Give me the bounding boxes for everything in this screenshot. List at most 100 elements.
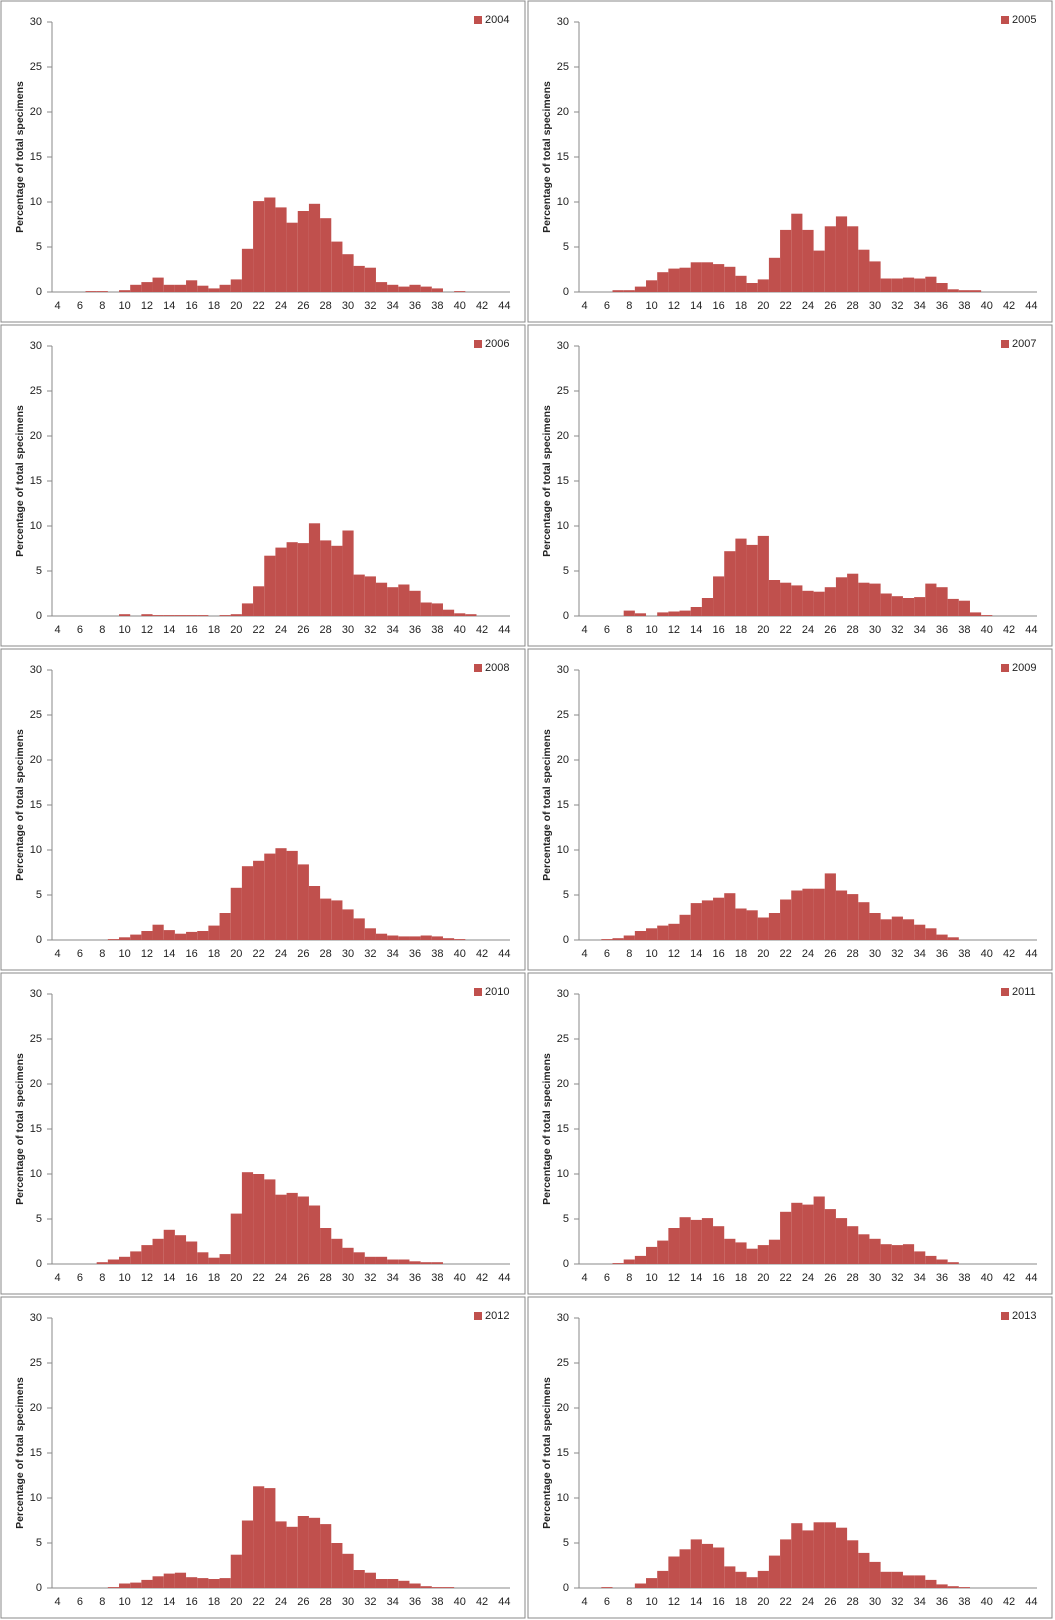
bar bbox=[969, 612, 982, 616]
bar bbox=[757, 535, 769, 616]
bar bbox=[657, 1570, 669, 1588]
x-tick-label: 38 bbox=[431, 1596, 443, 1608]
x-tick-label: 20 bbox=[230, 300, 242, 312]
x-tick-label: 26 bbox=[824, 1272, 836, 1284]
y-tick-label: 15 bbox=[557, 151, 569, 163]
bar bbox=[768, 580, 781, 616]
x-tick-label: 24 bbox=[802, 624, 814, 636]
y-tick-label: 5 bbox=[563, 565, 569, 577]
bar bbox=[623, 290, 635, 292]
bar bbox=[802, 229, 814, 292]
bar bbox=[947, 1262, 959, 1264]
bar bbox=[197, 931, 209, 940]
y-tick-label: 10 bbox=[557, 196, 569, 208]
bar bbox=[163, 284, 175, 292]
bar bbox=[197, 615, 209, 616]
x-tick-label: 28 bbox=[320, 948, 332, 960]
bar bbox=[141, 614, 153, 616]
bar bbox=[891, 596, 903, 616]
x-tick-label: 18 bbox=[208, 948, 220, 960]
bar bbox=[174, 1235, 187, 1264]
bar bbox=[353, 1570, 365, 1588]
legend-label: 2010 bbox=[485, 986, 509, 998]
x-tick-label: 8 bbox=[99, 1596, 105, 1608]
panel-border bbox=[0, 1296, 526, 1619]
bar bbox=[320, 218, 332, 292]
bar bbox=[342, 530, 354, 616]
y-tick-label: 10 bbox=[30, 1168, 42, 1180]
y-axis-label: Percentage of total specimens bbox=[541, 405, 553, 557]
x-tick-label: 22 bbox=[780, 1272, 792, 1284]
y-axis-label: Percentage of total specimens bbox=[541, 1053, 553, 1205]
bar bbox=[869, 261, 881, 292]
y-tick-label: 30 bbox=[557, 664, 569, 676]
x-tick-label: 8 bbox=[99, 300, 105, 312]
bar bbox=[936, 1584, 948, 1588]
bar bbox=[791, 585, 803, 616]
bar bbox=[186, 931, 198, 940]
x-tick-label: 42 bbox=[1003, 300, 1015, 312]
bar bbox=[679, 267, 691, 292]
bar bbox=[431, 288, 443, 292]
bar bbox=[835, 216, 848, 292]
bar bbox=[768, 1239, 781, 1264]
x-tick-label: 12 bbox=[668, 1272, 680, 1284]
bar bbox=[780, 229, 792, 292]
bar bbox=[253, 860, 265, 940]
bar bbox=[308, 523, 321, 616]
y-tick-label: 10 bbox=[30, 196, 42, 208]
bar bbox=[264, 197, 276, 292]
x-tick-label: 10 bbox=[645, 1596, 657, 1608]
x-tick-label: 40 bbox=[981, 948, 993, 960]
bar bbox=[958, 1587, 970, 1588]
bar bbox=[342, 1553, 354, 1588]
y-tick-label: 30 bbox=[557, 340, 569, 352]
bar bbox=[757, 1570, 769, 1588]
x-tick-label: 4 bbox=[582, 624, 588, 636]
x-tick-label: 16 bbox=[713, 624, 725, 636]
y-tick-label: 25 bbox=[30, 385, 42, 397]
bar bbox=[724, 893, 736, 940]
bar bbox=[364, 1572, 376, 1588]
x-tick-label: 44 bbox=[1025, 948, 1037, 960]
bar bbox=[947, 1586, 959, 1588]
x-tick-label: 32 bbox=[364, 624, 376, 636]
panel-border bbox=[527, 324, 1053, 647]
bar bbox=[802, 590, 814, 616]
bar bbox=[119, 290, 131, 292]
y-axis-label: Percentage of total specimens bbox=[14, 729, 26, 881]
bar bbox=[241, 1520, 254, 1588]
bar bbox=[308, 886, 321, 940]
bar bbox=[297, 543, 309, 616]
x-tick-label: 22 bbox=[780, 948, 792, 960]
x-tick-label: 28 bbox=[847, 948, 859, 960]
y-axis-label: Percentage of total specimens bbox=[14, 1053, 26, 1205]
bar bbox=[420, 1586, 432, 1588]
bar bbox=[657, 272, 669, 292]
x-tick-label: 40 bbox=[981, 1272, 993, 1284]
legend-label: 2011 bbox=[1012, 986, 1036, 998]
x-tick-label: 18 bbox=[208, 1272, 220, 1284]
bar bbox=[320, 540, 332, 616]
bar bbox=[791, 213, 803, 292]
y-tick-label: 30 bbox=[30, 664, 42, 676]
bar bbox=[230, 887, 242, 940]
bar bbox=[353, 918, 365, 940]
bar bbox=[375, 1579, 388, 1588]
x-tick-label: 34 bbox=[914, 948, 926, 960]
bar bbox=[130, 934, 142, 940]
bar bbox=[107, 1259, 120, 1264]
x-tick-label: 16 bbox=[713, 300, 725, 312]
x-tick-label: 14 bbox=[690, 1272, 702, 1284]
x-tick-label: 18 bbox=[208, 300, 220, 312]
bar bbox=[208, 925, 220, 940]
bar bbox=[780, 1539, 792, 1588]
bar bbox=[646, 1246, 658, 1264]
x-tick-label: 4 bbox=[55, 1272, 61, 1284]
bar bbox=[701, 900, 714, 940]
bar bbox=[690, 1219, 702, 1264]
bar bbox=[152, 1238, 164, 1264]
bar bbox=[420, 1262, 432, 1264]
x-tick-label: 44 bbox=[1025, 624, 1037, 636]
x-tick-label: 6 bbox=[77, 300, 83, 312]
